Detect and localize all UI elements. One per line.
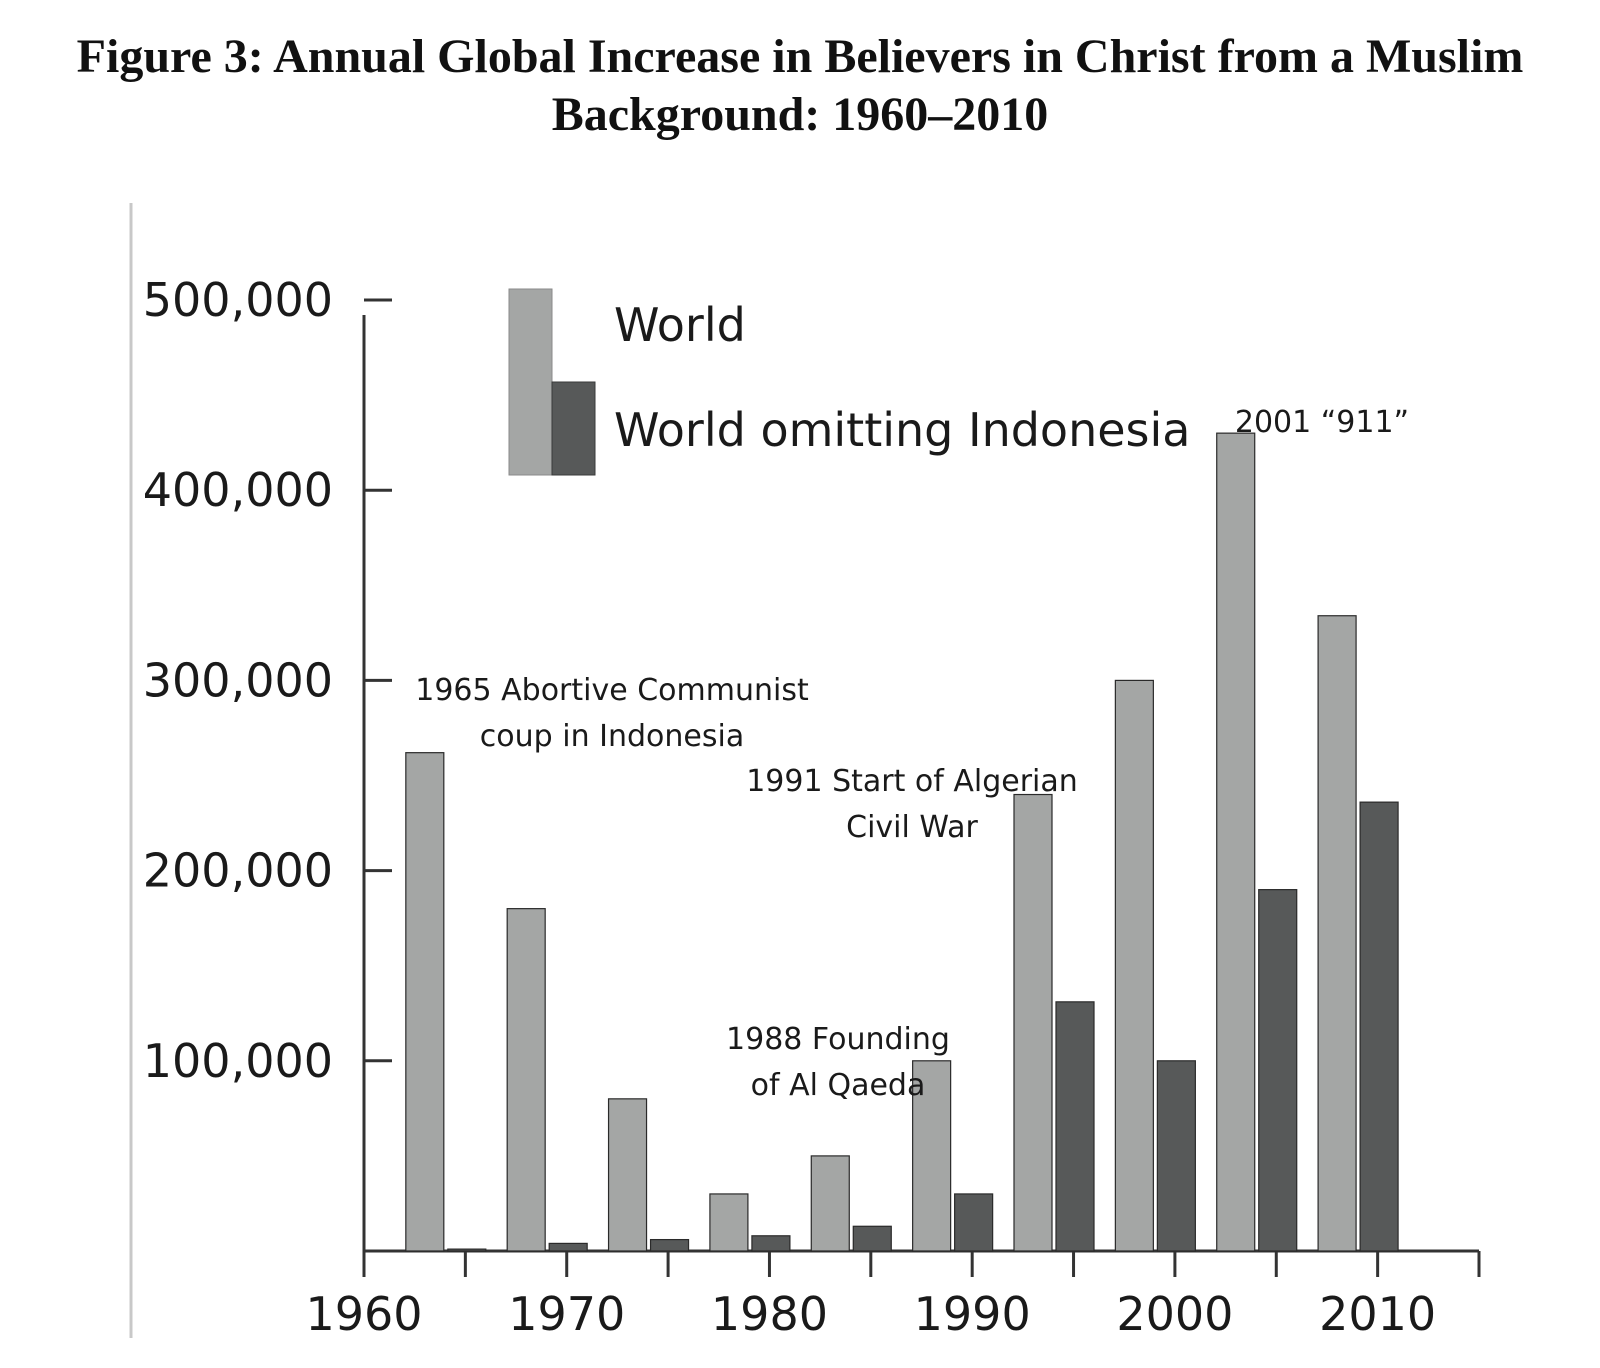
bar-world-omitting-indonesia xyxy=(1156,1060,1196,1252)
bar-world xyxy=(405,752,445,1252)
annotation: 1965 Abortive Communist coup in Indonesia xyxy=(415,673,809,754)
annotation-line: Civil War xyxy=(846,810,978,845)
bar-world-omitting-indonesia xyxy=(447,1248,487,1252)
y-tick-label: 100,000 xyxy=(143,1034,333,1088)
chart-title-line-1: Figure 3: Annual Global Increase in Beli… xyxy=(76,30,1524,83)
x-tick-label: 2000 xyxy=(1116,1287,1233,1341)
bar-world-omitting-indonesia xyxy=(1359,801,1399,1252)
annotation-line: 1988 Founding xyxy=(726,1022,950,1057)
legend-swatch-world-omitting-indonesia xyxy=(551,381,596,476)
annotation: 1988 Founding of Al Qaeda xyxy=(726,1022,950,1103)
bar-world-omitting-indonesia xyxy=(751,1235,791,1252)
x-tick-label: 1990 xyxy=(914,1287,1031,1341)
x-tick-label: 1960 xyxy=(305,1287,422,1341)
bar-world xyxy=(1013,793,1053,1252)
annotations: 1965 Abortive Communist coup in Indonesia… xyxy=(415,405,1409,1103)
y-tick-label: 400,000 xyxy=(143,463,333,517)
bar-world xyxy=(1317,615,1357,1252)
y-tick-label: 200,000 xyxy=(143,844,333,898)
annotation: 2001 “911” xyxy=(1235,405,1409,440)
y-tick-label: 300,000 xyxy=(143,653,333,707)
axes: 100,000 200,000 300,000 400,000 500,000 1960 1… xyxy=(143,273,1481,1341)
legend-label-world-omitting-indonesia: World omitting Indonesia xyxy=(614,403,1190,457)
annotation-line: of Al Qaeda xyxy=(751,1068,926,1103)
annotation-line: 1991 Start of Algerian xyxy=(746,764,1078,799)
legend-label-world: World xyxy=(614,298,746,352)
annotation-line: 1965 Abortive Communist xyxy=(415,673,809,708)
chart-title-line-2: Background: 1960–2010 xyxy=(551,88,1049,141)
x-tick-label: 1970 xyxy=(508,1287,625,1341)
bar-world-omitting-indonesia xyxy=(954,1193,994,1252)
bar-world xyxy=(912,1060,952,1252)
legend: World World omitting Indonesia xyxy=(508,288,1190,476)
bar-world xyxy=(506,908,546,1252)
bar-world xyxy=(709,1193,749,1252)
y-tick-label: 500,000 xyxy=(143,273,333,327)
chart-title: Figure 3: Annual Global Increase in Beli… xyxy=(0,28,1600,144)
bar-world xyxy=(1114,679,1154,1252)
bar-world xyxy=(607,1098,648,1252)
bar-world-omitting-indonesia xyxy=(649,1238,690,1252)
bar-world-omitting-indonesia xyxy=(852,1225,892,1252)
annotation-line: coup in Indonesia xyxy=(480,719,744,754)
bar-world-omitting-indonesia xyxy=(1258,889,1298,1252)
bar-world-omitting-indonesia xyxy=(548,1242,588,1252)
legend-swatch-world xyxy=(508,288,553,476)
bar-world-omitting-indonesia xyxy=(1055,1001,1095,1252)
annotation-line: 2001 “911” xyxy=(1235,405,1409,440)
x-tick-label: 2010 xyxy=(1319,1287,1436,1341)
x-tick-label: 1980 xyxy=(711,1287,828,1341)
bar-world xyxy=(810,1155,850,1252)
annotation: 1991 Start of Algerian Civil War xyxy=(746,764,1078,845)
bar-world xyxy=(1216,432,1256,1252)
bars xyxy=(405,432,1399,1252)
